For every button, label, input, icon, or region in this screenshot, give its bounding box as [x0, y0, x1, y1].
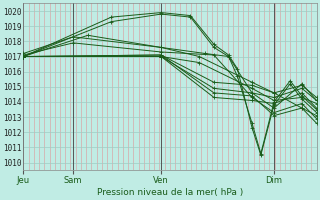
X-axis label: Pression niveau de la mer( hPa ): Pression niveau de la mer( hPa ) [97, 188, 243, 197]
